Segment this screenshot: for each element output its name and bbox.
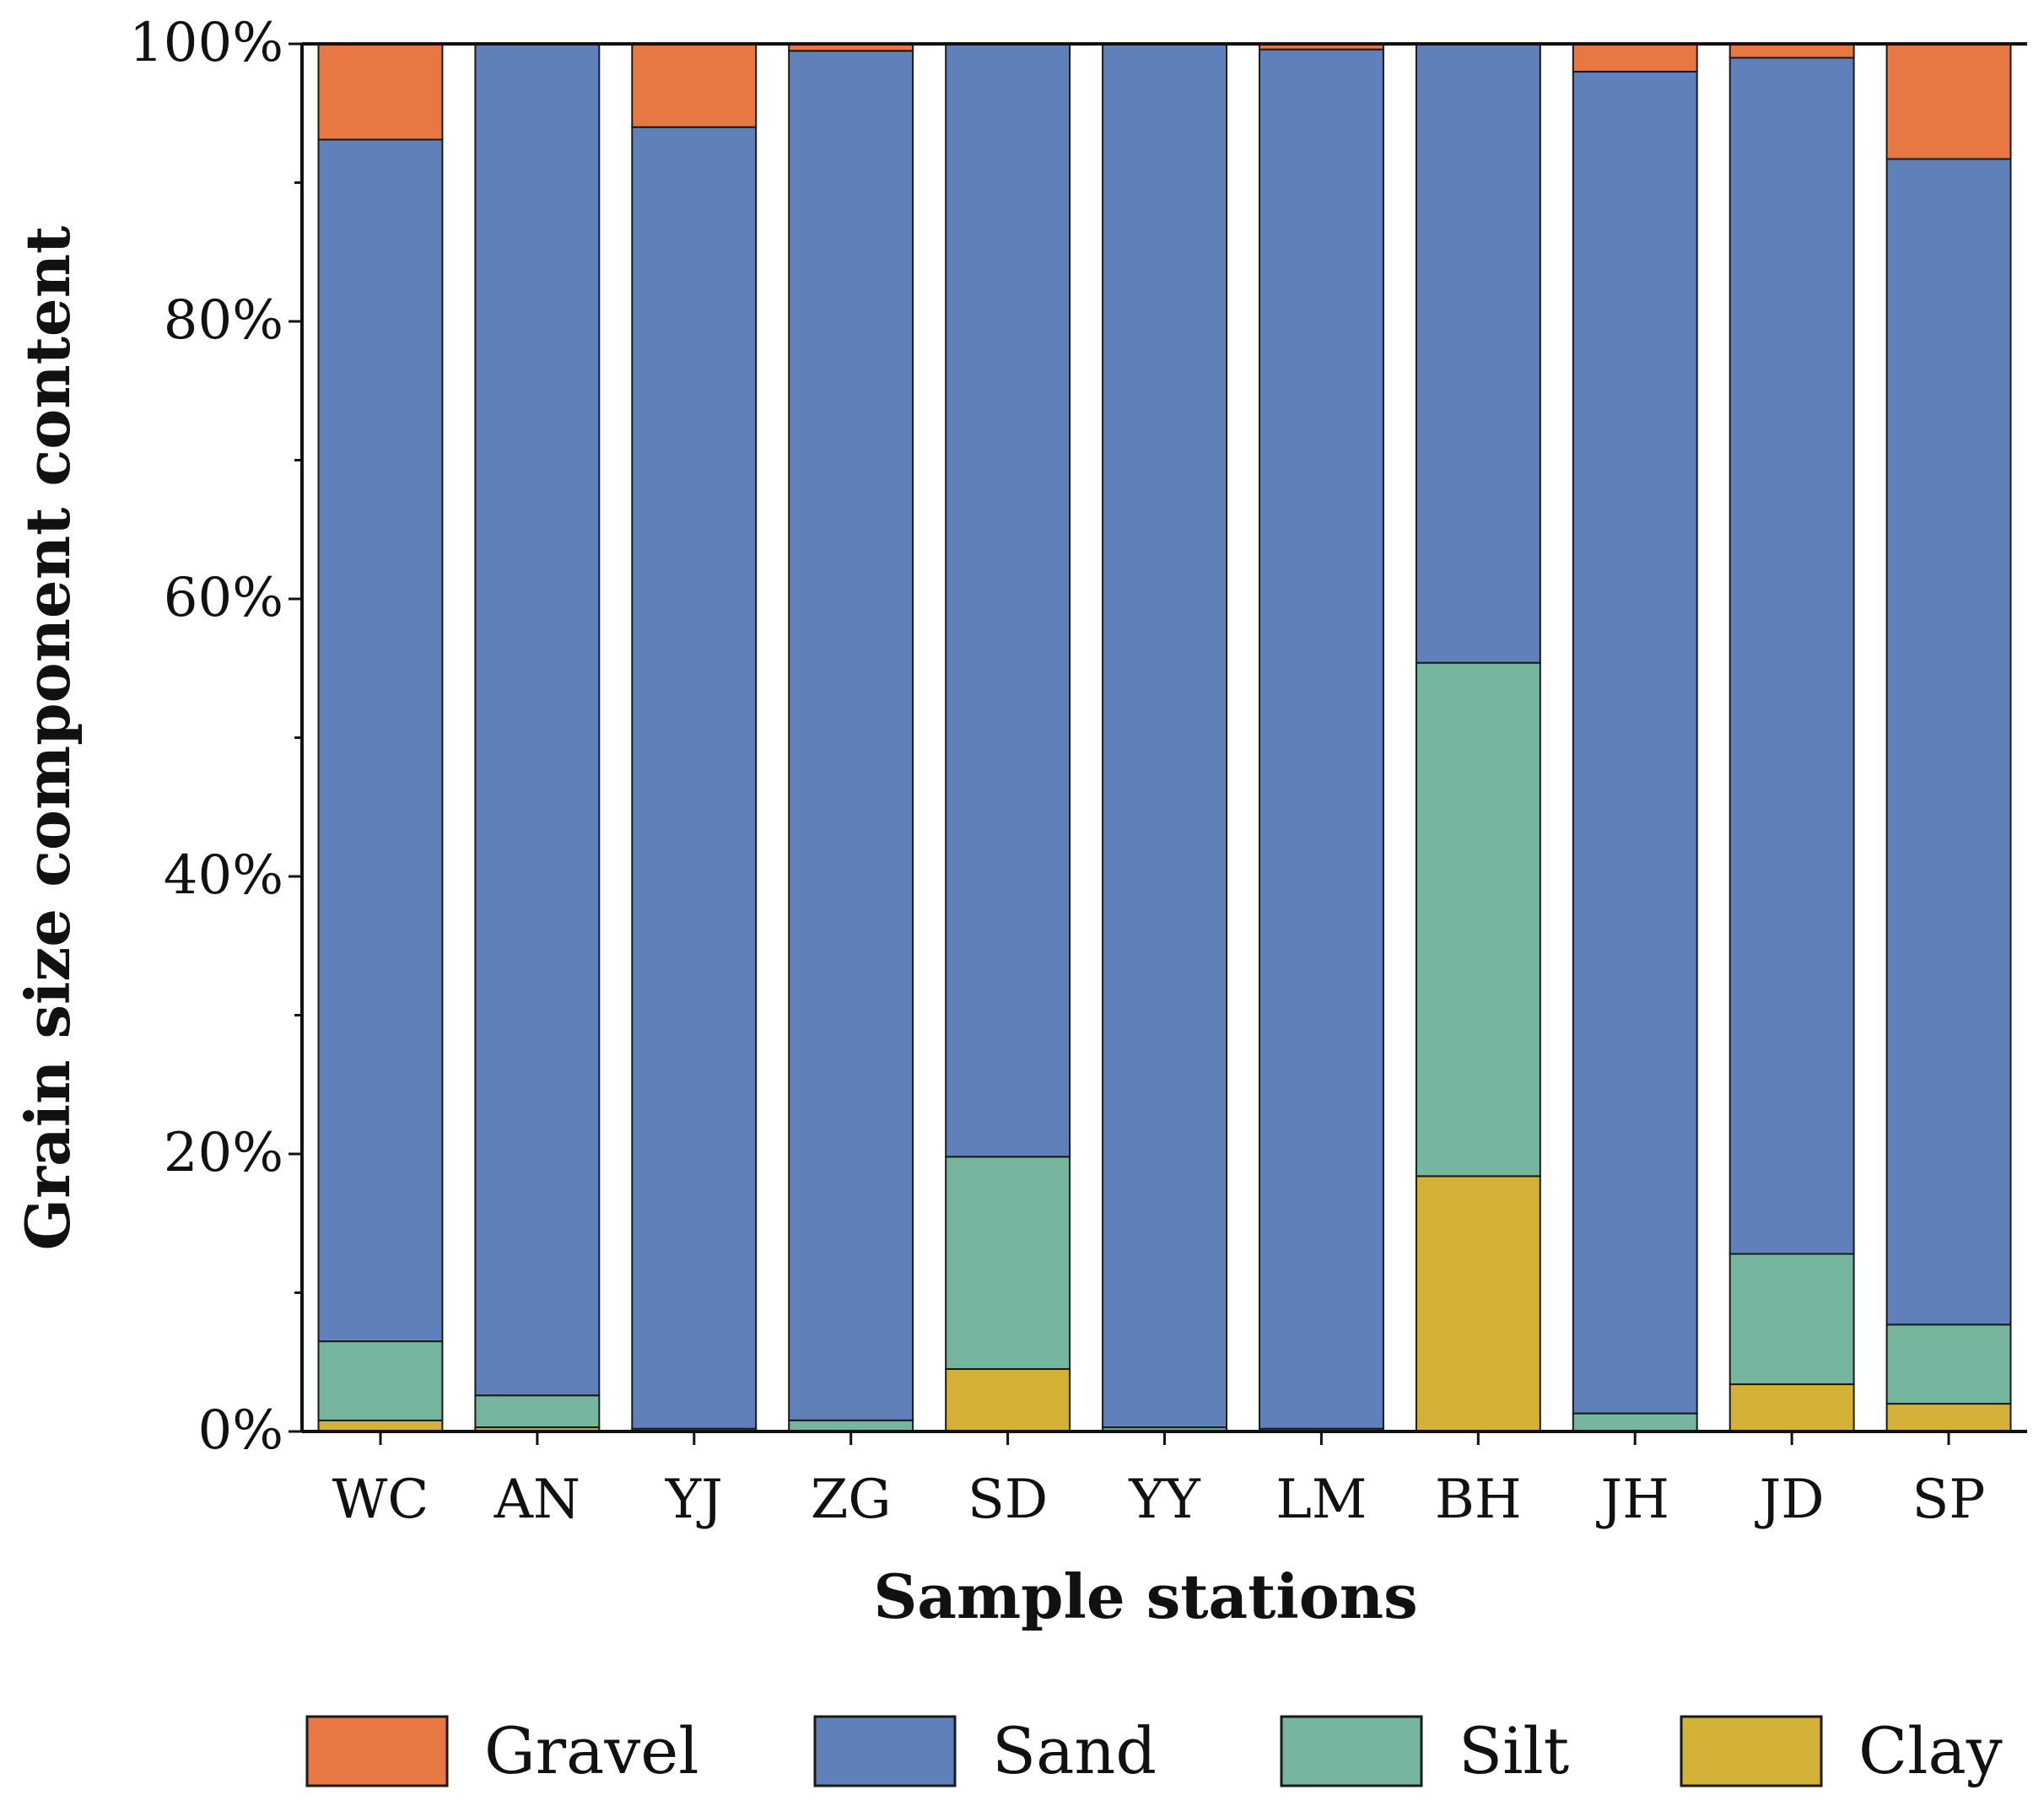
bar-jh-silt <box>1572 1412 1698 1432</box>
x-tick-label-yy: YY <box>1128 1469 1200 1531</box>
x-tick-label-yj: YJ <box>665 1469 723 1531</box>
bar-wc-sand <box>317 138 444 1343</box>
bar-jd-silt <box>1729 1253 1855 1386</box>
bar-bh-sand <box>1415 43 1541 664</box>
x-tick-label-wc: WC <box>332 1469 429 1531</box>
bars-layer <box>317 43 2012 1433</box>
bar-an-sand <box>474 43 601 1397</box>
legend-label-sand: Sand <box>992 1713 1157 1788</box>
bar-sd-silt <box>945 1156 1071 1371</box>
bar-wc-gravel <box>317 43 444 141</box>
legend-label-gravel: Gravel <box>484 1713 699 1788</box>
x-ticks: WC AN YJ ZG SD YY LM BH JH JD SP <box>332 1431 1986 1531</box>
y-tick-label-0: 0% <box>197 1399 283 1462</box>
bar-zg-sand <box>788 50 914 1421</box>
bar-wc-silt <box>317 1340 444 1421</box>
bar-sd-sand <box>945 43 1071 1158</box>
bar-bh-silt <box>1415 661 1541 1178</box>
x-tick-label-sp: SP <box>1912 1469 1986 1531</box>
bar-sp-silt <box>1885 1324 2012 1405</box>
bar-yy-sand <box>1102 43 1227 1429</box>
y-tick-label-20: 20% <box>164 1122 283 1184</box>
x-tick-label-zg: ZG <box>811 1469 892 1531</box>
y-tick-label-100: 100% <box>129 12 283 74</box>
legend-swatch-clay <box>1680 1715 1823 1787</box>
y-tick-label-60: 60% <box>164 567 283 629</box>
x-tick-label-an: AN <box>493 1469 580 1531</box>
bar-jh-sand <box>1572 70 1698 1415</box>
bar-jd-sand <box>1729 57 1855 1255</box>
bar-jd-clay <box>1729 1383 1855 1432</box>
y-tick-label-80: 80% <box>164 289 283 352</box>
x-tick-label-jd: JD <box>1755 1469 1825 1531</box>
x-axis-title: Sample stations <box>873 1561 1417 1632</box>
bar-sp-clay <box>1885 1403 2012 1432</box>
bar-bh-clay <box>1415 1175 1541 1433</box>
bar-sd-clay <box>945 1368 1071 1432</box>
legend: Gravel Sand Silt Clay <box>305 1713 2003 1788</box>
y-ticks: 0% 20% 40% 60% 80% 100% <box>129 12 302 1462</box>
bar-lm-sand <box>1259 48 1384 1430</box>
x-tick-label-lm: LM <box>1275 1469 1367 1531</box>
legend-swatch-silt <box>1280 1715 1423 1787</box>
bar-sp-gravel <box>1885 43 2012 160</box>
bar-yj-sand <box>631 126 758 1430</box>
x-tick-label-jh: JH <box>1595 1469 1669 1531</box>
bar-sp-sand <box>1885 158 2012 1326</box>
bar-jh-gravel <box>1572 43 1698 73</box>
x-tick-label-bh: BH <box>1435 1469 1522 1531</box>
bar-an-silt <box>474 1394 601 1428</box>
legend-label-silt: Silt <box>1459 1713 1569 1788</box>
legend-swatch-sand <box>813 1715 957 1787</box>
x-tick-label-sd: SD <box>968 1469 1048 1531</box>
legend-label-clay: Clay <box>1858 1713 2003 1788</box>
y-tick-label-40: 40% <box>164 844 283 907</box>
y-axis-title: Grain size component content <box>12 226 84 1251</box>
bar-jd-gravel <box>1729 43 1855 59</box>
bar-yj-gravel <box>631 43 758 128</box>
legend-swatch-gravel <box>305 1715 449 1787</box>
